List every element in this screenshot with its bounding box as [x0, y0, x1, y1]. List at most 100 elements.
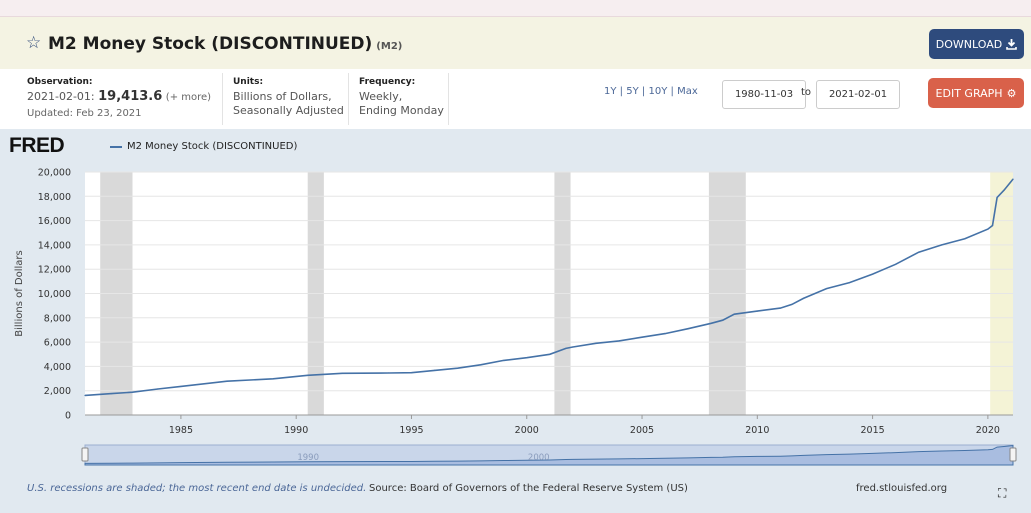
data-point	[733, 313, 735, 315]
range-separator: |	[670, 86, 674, 97]
y-tick-label: 12,000	[38, 265, 71, 276]
end-date-input[interactable]: 2021-02-01	[816, 80, 900, 109]
data-point	[802, 297, 805, 299]
data-point	[1010, 181, 1012, 183]
data-point	[871, 273, 874, 275]
navigator-label: 1990	[297, 453, 319, 463]
y-tick-label: 14,000	[38, 240, 71, 251]
range-max-button[interactable]: Max	[677, 86, 698, 97]
y-tick-label: 20,000	[38, 168, 71, 179]
data-point	[84, 394, 86, 397]
data-point	[111, 393, 113, 395]
series-line	[84, 178, 1014, 397]
y-tick-label: 8,000	[44, 313, 71, 324]
data-point	[410, 372, 413, 374]
y-tick-label: 16,000	[38, 216, 71, 227]
data-point	[456, 367, 459, 369]
data-point	[664, 332, 666, 335]
info-bar: Observation: 2021-02-01: 19,413.6 (+ mor…	[0, 69, 1031, 128]
y-tick-label: 4,000	[44, 362, 71, 373]
data-point	[387, 372, 390, 374]
data-point	[895, 263, 897, 265]
data-point	[180, 385, 182, 388]
range-10y-button[interactable]: 10Y	[648, 86, 668, 97]
fullscreen-icon[interactable]: ⛶	[998, 486, 1007, 500]
edit-graph-label: EDIT GRAPH	[935, 86, 1003, 100]
y-axis-title: Billions of Dollars	[14, 250, 25, 336]
data-point	[987, 228, 989, 230]
x-tick-label: 1985	[169, 425, 193, 436]
x-tick-label: 1995	[399, 425, 423, 436]
data-point	[157, 388, 159, 390]
data-point	[996, 196, 998, 199]
range-buttons: 1Y | 5Y | 10Y | Max	[604, 86, 698, 97]
data-point	[687, 328, 689, 330]
observation-label: Observation:	[27, 77, 93, 87]
data-point	[341, 372, 343, 374]
data-point	[756, 310, 758, 312]
data-point	[779, 307, 781, 309]
data-point	[848, 281, 851, 284]
star-outline-icon[interactable]: ☆	[26, 33, 42, 53]
data-point	[941, 244, 943, 246]
y-tick-label: 10,000	[38, 289, 71, 300]
data-point	[641, 336, 643, 338]
units-label: Units:	[233, 77, 264, 87]
observation-more-link[interactable]: (+ more)	[165, 92, 212, 103]
legend-label: M2 Money Stock (DISCONTINUED)	[127, 141, 298, 152]
data-point	[572, 346, 574, 348]
data-point	[918, 251, 920, 253]
divider	[448, 73, 449, 125]
x-tick-label: 2020	[976, 425, 1000, 436]
series-header: ☆ M2 Money Stock (DISCONTINUED) (M2) DOWN…	[0, 17, 1031, 69]
range-5y-button[interactable]: 5Y	[626, 86, 639, 97]
navigator-series	[84, 445, 1014, 466]
data-point	[549, 353, 551, 355]
divider	[348, 73, 349, 125]
series-id: (M2)	[376, 41, 403, 52]
data-point	[565, 347, 567, 350]
gear-icon: ⚙	[1006, 86, 1017, 100]
data-point	[595, 342, 597, 344]
x-tick-label: 2000	[515, 425, 539, 436]
frequency-line-2: Ending Monday	[359, 104, 444, 117]
navigator-label: 2000	[528, 453, 550, 463]
navigator-handle-right[interactable]	[1009, 447, 1017, 462]
download-button[interactable]: DOWNLOAD	[929, 29, 1024, 59]
edit-graph-button[interactable]: EDIT GRAPH ⚙	[928, 78, 1024, 108]
y-tick-label: 6,000	[44, 338, 71, 349]
range-separator: |	[641, 86, 646, 97]
data-point	[503, 359, 505, 362]
data-point	[791, 303, 793, 306]
data-point	[1003, 189, 1005, 191]
download-icon	[1006, 38, 1018, 50]
observation-value: 19,413.6	[98, 89, 163, 104]
frequency-line-1: Weekly,	[359, 90, 403, 103]
data-point	[710, 322, 712, 324]
fred-logo: FRED	[9, 134, 65, 157]
x-tick-label: 2015	[860, 425, 884, 436]
x-tick-label: 1990	[284, 425, 308, 436]
navigator-handle-left[interactable]	[81, 447, 89, 462]
range-separator: |	[619, 86, 624, 97]
top-border	[0, 0, 1031, 17]
y-tick-label: 18,000	[38, 192, 71, 203]
start-date-input[interactable]: 1980-11-03	[722, 80, 806, 109]
range-1y-button[interactable]: 1Y	[604, 86, 617, 97]
site-url[interactable]: fred.stlouisfed.org	[856, 483, 948, 494]
frequency-label: Frequency:	[359, 77, 416, 87]
chart-area: 0 2,000 4,000 6,000 8,000 10,000 12,000 14,000 1…	[0, 129, 1031, 513]
divider	[222, 73, 223, 125]
series-title-text: M2 Money Stock (DISCONTINUED)	[48, 34, 373, 54]
y-tick-label: 0	[65, 411, 71, 422]
data-point	[964, 238, 966, 240]
x-tick-label: 2010	[745, 425, 769, 436]
data-point	[226, 380, 228, 382]
data-point	[307, 374, 309, 376]
data-point	[131, 391, 134, 393]
data-point	[480, 364, 482, 366]
x-tick-label: 2005	[630, 425, 654, 436]
data-point	[991, 224, 994, 227]
series-title: M2 Money Stock (DISCONTINUED) (M2)	[48, 34, 402, 54]
data-point	[825, 288, 828, 290]
